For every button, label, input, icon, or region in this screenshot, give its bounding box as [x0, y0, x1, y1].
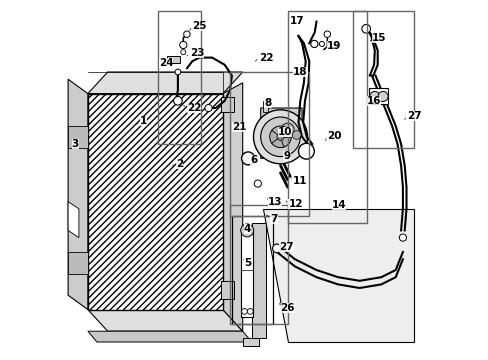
Text: 25: 25 — [192, 21, 206, 31]
Circle shape — [241, 152, 254, 165]
Bar — [352, 11, 413, 148]
Circle shape — [324, 31, 330, 37]
Bar — [368, 88, 387, 104]
Circle shape — [276, 133, 284, 140]
Text: 27: 27 — [279, 242, 293, 252]
Text: 8: 8 — [264, 98, 271, 108]
Polygon shape — [167, 56, 179, 63]
Polygon shape — [241, 230, 253, 317]
Circle shape — [272, 244, 281, 253]
Circle shape — [369, 91, 379, 102]
Circle shape — [269, 126, 291, 148]
Polygon shape — [88, 310, 242, 331]
Polygon shape — [68, 252, 88, 274]
Circle shape — [183, 31, 190, 37]
Text: 3: 3 — [72, 139, 79, 149]
Text: 23: 23 — [189, 48, 204, 58]
Polygon shape — [88, 94, 223, 310]
Circle shape — [247, 309, 253, 314]
Text: 24: 24 — [159, 58, 173, 68]
Text: 10: 10 — [277, 127, 291, 138]
Text: 12: 12 — [288, 199, 302, 210]
Text: 14: 14 — [331, 200, 346, 210]
Polygon shape — [88, 72, 242, 94]
Text: 15: 15 — [371, 33, 386, 43]
Text: 22: 22 — [186, 103, 201, 113]
Circle shape — [310, 40, 317, 48]
Text: 19: 19 — [326, 41, 340, 51]
Text: 16: 16 — [366, 96, 381, 106]
Circle shape — [173, 96, 182, 105]
Text: 1: 1 — [140, 116, 147, 126]
Circle shape — [253, 110, 307, 164]
Text: 18: 18 — [292, 67, 307, 77]
Text: 2: 2 — [176, 159, 183, 169]
Text: 20: 20 — [326, 131, 341, 141]
Circle shape — [361, 24, 370, 33]
Polygon shape — [223, 83, 242, 331]
Text: 9: 9 — [283, 150, 290, 161]
Polygon shape — [260, 108, 302, 158]
Polygon shape — [68, 202, 79, 238]
Text: 27: 27 — [407, 111, 421, 121]
Circle shape — [319, 41, 324, 46]
Polygon shape — [242, 223, 258, 346]
Text: 6: 6 — [250, 155, 257, 165]
Polygon shape — [68, 79, 88, 310]
Circle shape — [179, 41, 186, 49]
Polygon shape — [221, 97, 233, 112]
Circle shape — [204, 104, 212, 112]
Circle shape — [298, 143, 314, 159]
Circle shape — [175, 69, 181, 75]
Circle shape — [260, 117, 300, 157]
Circle shape — [254, 180, 261, 187]
Text: 4: 4 — [244, 224, 251, 234]
Text: 5: 5 — [244, 258, 250, 268]
Circle shape — [399, 234, 406, 241]
Bar — [230, 72, 309, 216]
Bar — [158, 11, 201, 144]
Text: 13: 13 — [267, 197, 282, 207]
Polygon shape — [251, 223, 265, 338]
Polygon shape — [221, 281, 233, 299]
Polygon shape — [262, 101, 267, 112]
Circle shape — [240, 224, 253, 237]
Text: 21: 21 — [231, 122, 246, 132]
Text: 22: 22 — [258, 53, 273, 63]
Circle shape — [292, 131, 301, 139]
Polygon shape — [262, 209, 413, 342]
Text: 7: 7 — [270, 213, 277, 224]
Bar — [231, 216, 273, 324]
Circle shape — [241, 309, 247, 314]
Polygon shape — [88, 331, 251, 342]
Bar — [287, 11, 366, 223]
Circle shape — [181, 50, 185, 55]
Circle shape — [377, 91, 387, 102]
Text: 11: 11 — [292, 176, 307, 186]
Bar — [230, 205, 287, 324]
Text: 17: 17 — [289, 16, 304, 26]
Polygon shape — [68, 126, 88, 148]
Text: 26: 26 — [280, 303, 294, 313]
Circle shape — [281, 123, 294, 136]
